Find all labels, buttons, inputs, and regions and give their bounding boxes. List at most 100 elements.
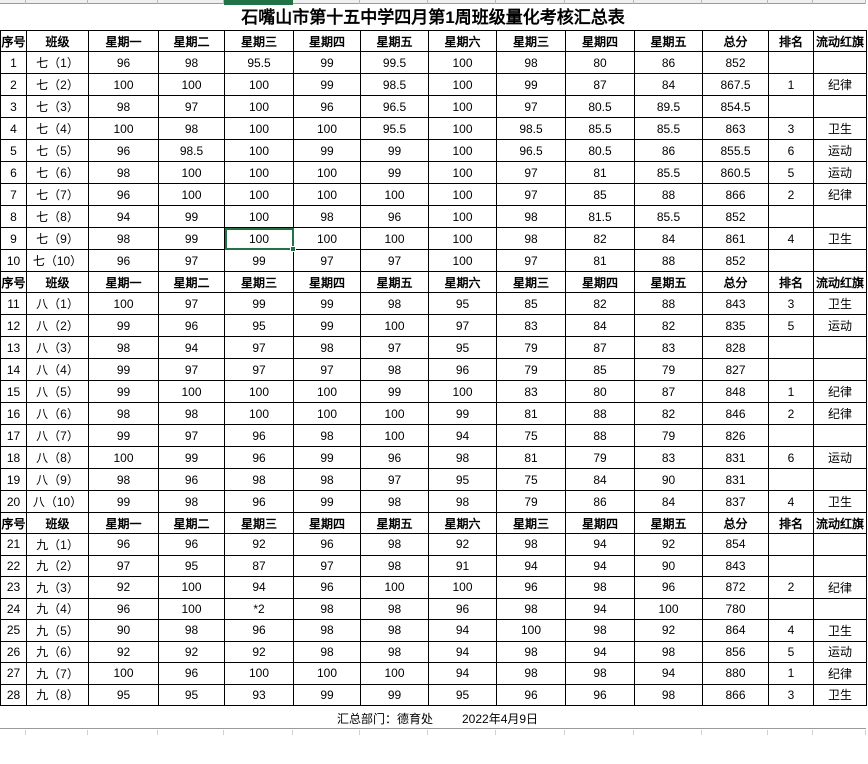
column-header-total[interactable]: 总分 [702,271,769,293]
cell-fri2[interactable]: 79 [634,424,703,447]
cell-wed2[interactable]: 98 [496,227,566,250]
cell-thu2[interactable]: 98 [565,619,635,642]
cell-thu[interactable]: 97 [293,358,361,381]
cell-no[interactable]: 28 [0,683,27,706]
cell-mon[interactable]: 100 [88,662,159,685]
cell-tue[interactable]: 96 [158,314,225,337]
column-header-rank[interactable]: 排名 [768,30,814,52]
cell-rank[interactable]: 1 [768,380,814,403]
cell-fri2[interactable]: 86 [634,139,703,162]
cell-sat[interactable]: 100 [428,227,497,250]
cell-class[interactable]: 七（8） [26,205,89,228]
cell-class[interactable]: 八（3） [26,336,89,359]
column-header-sat[interactable]: 星期六 [428,30,497,52]
cell-flag[interactable]: 卫生 [813,683,867,706]
cell-mon[interactable]: 99 [88,358,159,381]
cell-tue[interactable]: 97 [158,292,225,315]
cell-flag[interactable]: 运动 [813,139,867,162]
column-header-no[interactable]: 序号 [0,512,27,534]
cell-total[interactable]: 854 [702,533,769,556]
cell-thu[interactable]: 100 [293,662,361,685]
column-header-rank[interactable]: 排名 [768,271,814,293]
cell-flag[interactable] [813,95,867,118]
cell-mon[interactable]: 92 [88,576,159,599]
cell-sat[interactable]: 94 [428,619,497,642]
column-header-mon[interactable]: 星期一 [88,30,159,52]
cell-tue[interactable]: 99 [158,446,225,469]
cell-wed[interactable]: 94 [224,576,294,599]
cell-rank[interactable] [768,468,814,491]
cell-wed2[interactable]: 96.5 [496,139,566,162]
footer[interactable]: 汇总部门：德育处 2022年4月9日 [0,706,866,728]
cell-total[interactable]: 866 [702,683,769,706]
cell-wed[interactable]: 98 [224,468,294,491]
cell-no[interactable]: 17 [0,424,27,447]
column-header-flag[interactable]: 流动红旗 [813,512,867,534]
cell-sat[interactable]: 91 [428,554,497,577]
cell-class[interactable]: 八（2） [26,314,89,337]
cell-thu[interactable]: 96 [293,95,361,118]
cell-wed2[interactable]: 96 [496,683,566,706]
cell-sat[interactable]: 100 [428,117,497,140]
cell-flag[interactable] [813,51,867,74]
cell-flag[interactable]: 卫生 [813,117,867,140]
cell-rank[interactable] [768,95,814,118]
page-title[interactable]: 石嘴山市第十五中学四月第1周班级量化考核汇总表 [241,8,625,27]
cell-rank[interactable] [768,554,814,577]
cell-wed[interactable]: 100 [224,117,294,140]
cell-rank[interactable]: 2 [768,402,814,425]
cell-fri2[interactable]: 84 [634,73,703,96]
cell-wed2[interactable]: 75 [496,468,566,491]
cell-no[interactable]: 8 [0,205,27,228]
cell-class[interactable]: 九（7） [26,662,89,685]
cell-sat[interactable]: 96 [428,358,497,381]
cell-tue[interactable]: 94 [158,336,225,359]
cell-thu[interactable]: 98 [293,597,361,620]
cell-total[interactable]: 863 [702,117,769,140]
cell-total[interactable]: 880 [702,662,769,685]
column-header-flag[interactable]: 流动红旗 [813,30,867,52]
cell-wed[interactable]: 97 [224,336,294,359]
cell-no[interactable]: 6 [0,161,27,184]
cell-class[interactable]: 九（4） [26,597,89,620]
cell-wed[interactable]: 92 [224,533,294,556]
cell-wed[interactable]: 93 [224,683,294,706]
cell-fri2[interactable]: 88 [634,292,703,315]
cell-mon[interactable]: 90 [88,619,159,642]
cell-thu2[interactable]: 88 [565,424,635,447]
column-header-thu2[interactable]: 星期四 [565,30,635,52]
cell-flag[interactable] [813,205,867,228]
cell-thu[interactable]: 99 [293,314,361,337]
cell-thu[interactable]: 99 [293,139,361,162]
cell-class[interactable]: 八（7） [26,424,89,447]
cell-rank[interactable] [768,424,814,447]
cell-wed[interactable]: 99 [224,292,294,315]
cell-tue[interactable]: 100 [158,161,225,184]
column-header-sat[interactable]: 星期六 [428,512,497,534]
cell-mon[interactable]: 96 [88,533,159,556]
cell-thu2[interactable]: 84 [565,468,635,491]
cell-thu2[interactable]: 80 [565,51,635,74]
cell-total[interactable]: 835 [702,314,769,337]
cell-wed2[interactable]: 98.5 [496,117,566,140]
cell-wed2[interactable]: 85 [496,292,566,315]
cell-thu2[interactable]: 98 [565,662,635,685]
cell-no[interactable]: 7 [0,183,27,206]
cell-fri2[interactable]: 92 [634,619,703,642]
cell-wed2[interactable]: 97 [496,183,566,206]
column-header-wed2[interactable]: 星期三 [496,512,566,534]
cell-tue[interactable]: 97 [158,358,225,381]
cell-tue[interactable]: 100 [158,183,225,206]
cell-wed[interactable]: 100 [224,95,294,118]
cell-wed2[interactable]: 100 [496,619,566,642]
cell-rank[interactable]: 3 [768,117,814,140]
cell-fri2[interactable]: 96 [634,576,703,599]
cell-tue[interactable]: 96 [158,662,225,685]
cell-no[interactable]: 1 [0,51,27,74]
cell-fri[interactable]: 100 [360,424,429,447]
cell-no[interactable]: 4 [0,117,27,140]
cell-fri2[interactable]: 89.5 [634,95,703,118]
cell-thu2[interactable]: 80.5 [565,139,635,162]
cell-rank[interactable] [768,205,814,228]
cell-rank[interactable] [768,249,814,272]
